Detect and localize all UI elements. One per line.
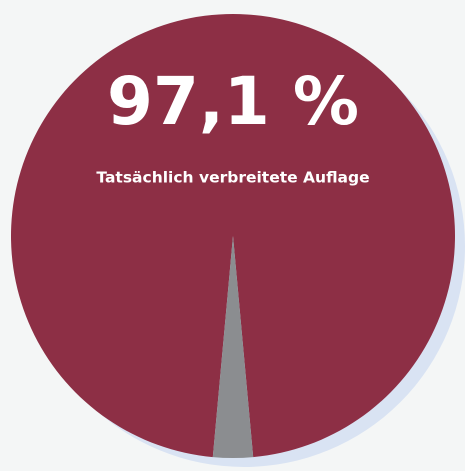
- pie-slice: [212, 236, 254, 458]
- value-label: 97,1 %: [107, 63, 359, 140]
- category-label: Tatsächlich verbreitete Auflage: [96, 169, 369, 187]
- pie-slice: [11, 14, 455, 458]
- slices: [11, 14, 455, 458]
- labels: 97,1 % Tatsächlich verbreitete Auflage: [96, 63, 369, 186]
